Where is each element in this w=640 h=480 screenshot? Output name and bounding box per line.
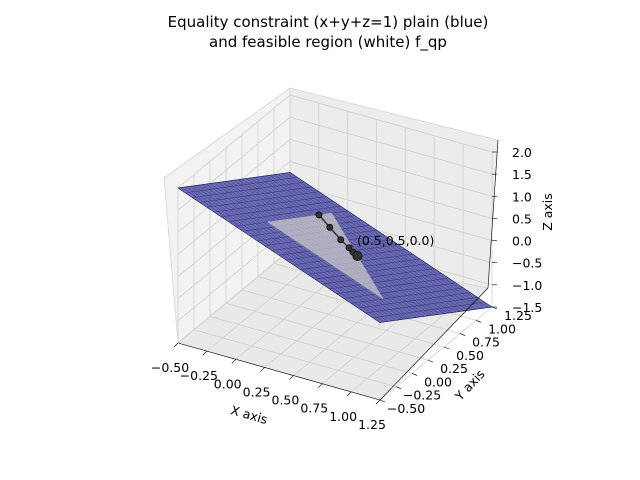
y-tick-label: −0.25: [403, 388, 441, 403]
y-tick-label: 0.50: [456, 348, 484, 363]
x-tick-mark: [289, 375, 294, 380]
plane-mesh-line: [358, 292, 471, 309]
plane-mesh-line: [289, 172, 493, 308]
x-ticks: −0.50−0.250.000.250.500.751.001.25: [151, 342, 386, 432]
x-tick-label: 0.50: [272, 393, 300, 408]
z-tick-label: 0.5: [512, 211, 532, 226]
x-tick-label: 0.25: [243, 384, 271, 399]
y-tick-label: 1.00: [488, 321, 516, 336]
path-point: [315, 211, 323, 219]
z-tick-label: 1.5: [512, 167, 532, 182]
z-tick-label: 1.0: [512, 189, 532, 204]
plane-mesh-line: [336, 277, 449, 294]
x-tick-mark: [346, 391, 352, 397]
x-axis-label: X axis: [229, 402, 269, 427]
plane-mesh-line: [281, 173, 485, 309]
x-tick-label: −0.25: [180, 368, 218, 383]
plane-mesh-line: [273, 174, 477, 310]
grid-line-z: [177, 116, 493, 211]
path-point: [352, 251, 363, 261]
plane-mesh-line: [379, 306, 493, 323]
x-tick-mark: [173, 342, 179, 348]
y-axis-line: [379, 287, 489, 401]
solver-path: [315, 211, 363, 261]
plane-mesh-line: [277, 173, 481, 309]
y-tick-mark: [491, 306, 498, 310]
chart-title-line1: Equality constraint (x+y+z=1) plain (blu…: [168, 13, 489, 31]
point-annotation: (0.5,0.5,0.0): [357, 233, 434, 248]
z-tick-label: 2.0: [512, 145, 532, 160]
z-tick-label: 0.0: [512, 234, 532, 249]
x-axis-line: [177, 342, 381, 401]
y-ticks: −0.50−0.250.000.250.500.751.001.25: [379, 306, 532, 416]
y-tick-mark: [379, 399, 386, 403]
x-tick-mark: [260, 367, 265, 372]
y-tick-label: −0.50: [387, 401, 425, 416]
x-tick-label: 1.00: [329, 409, 357, 424]
x-tick-label: −0.50: [151, 360, 189, 375]
plane-mesh-line: [261, 176, 465, 312]
z-tick-label: −0.5: [512, 256, 542, 271]
plane-mesh-line: [269, 175, 473, 310]
plane-mesh-line: [315, 263, 428, 280]
plane-mesh-line: [265, 175, 469, 311]
plane-mesh-line: [329, 273, 442, 290]
y-tick-mark: [443, 346, 450, 350]
grid-line-z: [177, 94, 493, 189]
x-tick-label: 1.25: [358, 417, 386, 432]
y-tick-mark: [395, 386, 402, 389]
path-point: [337, 236, 345, 244]
z-tick-label: −1.5: [512, 300, 542, 315]
plane-mesh-line: [343, 282, 456, 299]
plane-mesh-line: [253, 177, 457, 313]
path-point: [345, 244, 353, 252]
z-axis-label: Z axis: [540, 193, 555, 231]
y-tick-mark: [459, 333, 466, 336]
z-tick-label: −1.0: [512, 278, 542, 293]
plane-mesh-line: [365, 297, 478, 314]
y-tick-mark: [475, 320, 482, 323]
y-tick-label: 0.75: [472, 335, 500, 350]
z-ticks: 2.0 1.5 1.0 0.5 0.0 −0.5 −1.0 −1.5: [492, 145, 542, 315]
x-tick-label: 0.75: [300, 401, 328, 416]
y-tick-mark: [427, 359, 434, 363]
z-axis-line: [487, 139, 499, 289]
plane-mesh-line: [257, 176, 461, 312]
y-tick-mark: [411, 373, 418, 376]
y-tick-label: 0.00: [424, 374, 452, 389]
chart-title-line2: and feasible region (white) f_qp: [209, 33, 447, 52]
x-tick-label: 0.00: [214, 376, 242, 391]
x-tick-mark: [375, 399, 381, 405]
y-tick-label: 0.25: [440, 361, 468, 376]
x-tick-mark: [231, 359, 236, 364]
x-tick-mark: [318, 383, 323, 388]
plane-mesh-line: [285, 172, 489, 308]
grid-line-z: [177, 160, 493, 255]
path-point: [326, 223, 334, 231]
plane-mesh-line: [351, 287, 464, 304]
plane-mesh-line: [372, 301, 485, 318]
y-tick-label: 1.25: [504, 308, 532, 323]
x-tick-mark: [202, 350, 208, 356]
plane-mesh-line: [322, 268, 435, 285]
